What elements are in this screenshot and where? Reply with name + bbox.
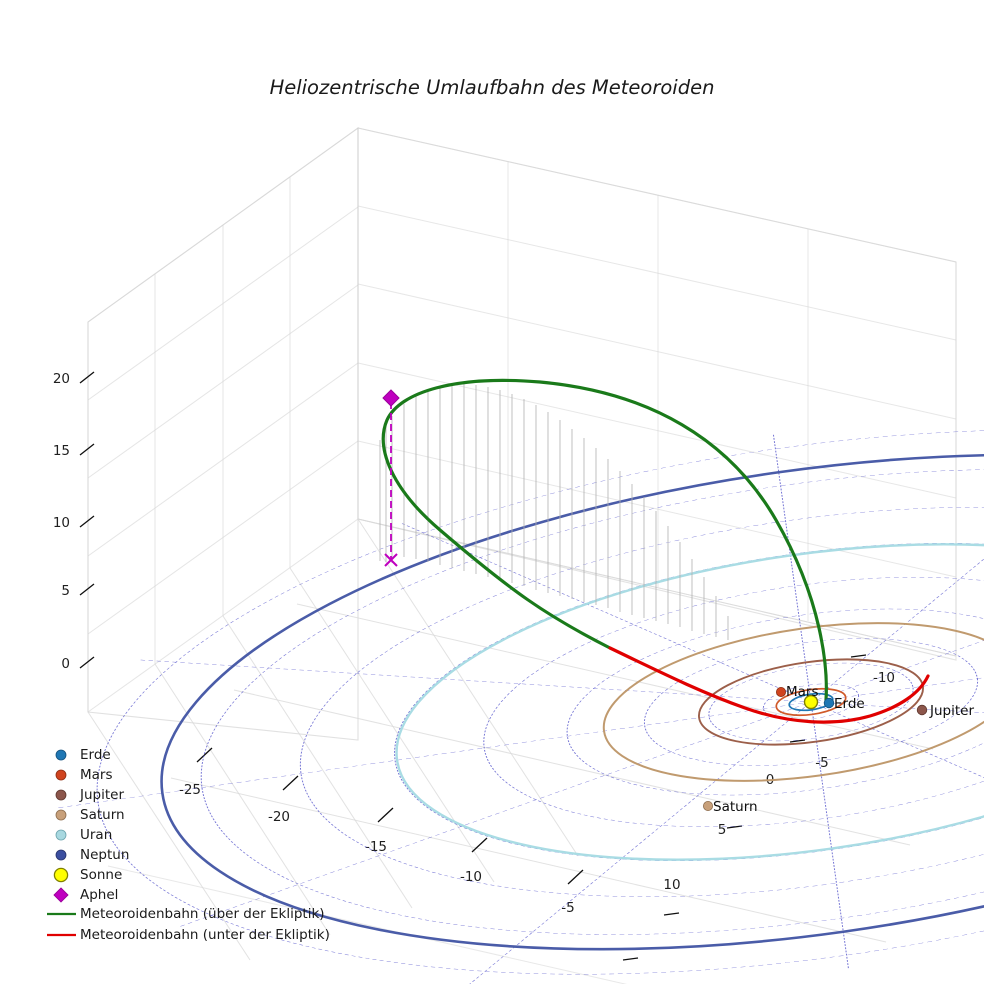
orbit-uran [395,543,984,861]
legend-marker-aphel [53,887,69,903]
legend-marker-neptun [55,849,67,861]
y-tick-label-5: 5 [718,822,727,838]
z-tick-label-5: 5 [61,583,70,599]
pane-back-left [87,126,359,741]
x-tick--5 [567,869,584,885]
y-tick--10 [850,654,867,658]
z-tick-5 [79,583,95,596]
pane-floor [87,518,957,984]
page-title: Heliozentrische Umlaufbahn des Meteoroid… [270,76,715,99]
y-tick-5 [663,912,680,916]
orbit-neptun [160,453,984,951]
x-tick--20 [282,775,299,791]
orbit-drop-stems [379,384,729,640]
legend-label-meteoroid-below: Meteoroidenbahn (unter der Ekliptik) [80,927,330,943]
z-tick-label-0: 0 [61,656,70,672]
y-tick--5 [789,739,806,743]
planet-orbits [160,453,984,951]
jupiter-marker [916,704,928,716]
jupiter-label: Jupiter [929,703,974,719]
aphelion-group [382,389,400,567]
mars-marker [776,687,787,698]
polar-ring-5 [483,577,984,827]
mars-label: Mars [786,684,819,700]
x-tick-label--15: -15 [365,839,387,855]
legend-marker-uran [55,829,67,841]
legend-label-mars: Mars [80,767,113,783]
y-tick-label--10: -10 [873,670,895,686]
z-axis: 0 5 10 15 20 [53,371,95,672]
orbit-saturn [602,622,984,782]
legend-label-uran: Uran [80,827,112,843]
x-tick-label--25: -25 [179,782,201,798]
aphelion-projection-x-marker [384,553,398,567]
legend-label-jupiter: Jupiter [79,787,124,803]
sonne-marker [803,694,819,710]
legend-marker-erde [55,749,67,761]
z-tick-label-15: 15 [53,443,70,459]
saturn-label: Saturn [713,799,758,815]
polar-ring-8 [200,469,984,935]
z-tick-20 [79,371,95,384]
legend-marker-mars [55,769,67,781]
x-tick-label--20: -20 [268,809,290,825]
z-tick-label-10: 10 [53,515,70,531]
legend-label-saturn: Saturn [80,807,125,823]
y-tick-10 [622,957,639,961]
x-tick--25 [196,747,213,763]
x-tick-label--10: -10 [460,869,482,885]
aphelion-diamond-marker [382,389,400,407]
pane-back-right [357,127,957,661]
solar-system-bodies: Mars Erde Jupiter Saturn [703,684,974,815]
x-tick-label--5: -5 [561,900,574,916]
y-tick-label--5: -5 [815,755,828,771]
x-tick--15 [377,807,394,823]
legend: Erde Mars Jupiter Saturn Uran Neptun Son… [47,747,330,943]
z-tick-label-20: 20 [53,371,70,387]
orbit-mars [775,687,847,717]
erde-label: Erde [834,696,865,712]
z-tick-0 [79,656,95,669]
legend-label-aphel: Aphel [80,887,118,903]
legend-label-neptun: Neptun [80,847,129,863]
legend-label-sonne: Sonne [80,867,122,883]
legend-marker-jupiter [55,789,67,801]
z-tick-10 [79,515,95,528]
legend-marker-sonne [53,867,69,883]
x-axis: -25 -20 -15 -10 -5 [179,747,584,916]
meteoroid-orbit-above-ecliptic [381,378,828,702]
z-tick-15 [79,443,95,456]
x-tick--10 [471,837,488,853]
meteoroid-orbit-below-ecliptic [608,646,930,724]
y-tick-label-10: 10 [663,877,680,893]
y-tick-0 [726,825,743,829]
legend-marker-saturn [55,809,67,821]
erde-marker [823,697,835,709]
legend-label-meteoroid-above: Meteoroidenbahn (über der Ekliptik) [80,906,325,922]
polar-ring-6 [394,543,984,861]
orbit-erde [788,692,834,712]
saturn-marker [703,801,714,812]
polar-ring-9 [96,429,984,975]
legend-label-erde: Erde [80,747,111,763]
